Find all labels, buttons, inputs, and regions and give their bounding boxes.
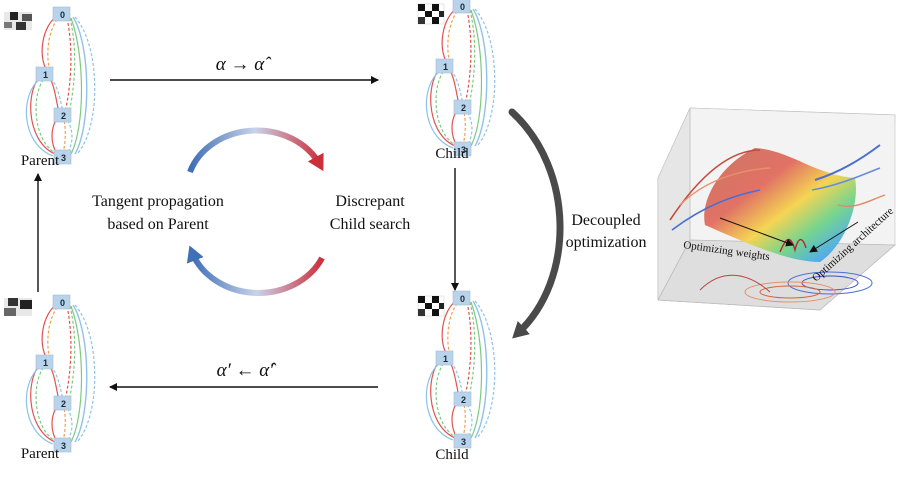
node-label: 3 bbox=[61, 441, 66, 451]
node-label: 0 bbox=[60, 298, 65, 308]
child-bottom-label: Child bbox=[435, 447, 469, 463]
node-label: 3 bbox=[461, 145, 466, 155]
parent-bottom-label: Parent bbox=[20, 446, 60, 462]
decoupled-line-1: Decoupled bbox=[571, 212, 641, 229]
decoupled-curve-arrow bbox=[508, 108, 564, 339]
tangent-line-1: Tangent propagation bbox=[92, 193, 224, 210]
node-label: 0 bbox=[460, 294, 465, 304]
discrepant-line-1: Discrepant bbox=[335, 193, 405, 210]
node-label: 3 bbox=[461, 437, 466, 447]
node-label: 2 bbox=[461, 395, 466, 405]
node-label: 1 bbox=[443, 62, 448, 72]
parent-bottom-icon bbox=[4, 298, 32, 316]
parent-cell-top: 0 1 2 3 bbox=[4, 6, 96, 165]
node-label: 2 bbox=[61, 111, 66, 121]
parent-top-label: Parent bbox=[20, 153, 60, 169]
node-label: 0 bbox=[460, 2, 465, 12]
child-cell-bottom: 0 1 2 3 bbox=[417, 290, 496, 449]
discrepant-line-2: Child search bbox=[329, 216, 411, 233]
discrepant-child-search-label: Discrepant Child search bbox=[310, 190, 430, 236]
tangent-line-2: based on Parent bbox=[107, 216, 209, 233]
cycle-arc-top bbox=[187, 127, 324, 174]
top-arrow-label: α → α̂ bbox=[215, 54, 265, 75]
node-label: 1 bbox=[43, 70, 48, 80]
decoupled-line-2: optimization bbox=[565, 234, 647, 251]
parent-top-icon bbox=[4, 12, 32, 30]
cycle-arc-bottom bbox=[186, 245, 325, 296]
node-label: 1 bbox=[443, 354, 448, 364]
node-label: 1 bbox=[43, 358, 48, 368]
child-cell-top: 0 1 2 3 bbox=[417, 0, 496, 157]
child-top-icon bbox=[417, 3, 445, 25]
tangent-propagation-label: Tangent propagation based on Parent bbox=[68, 190, 248, 236]
child-bottom-icon bbox=[417, 295, 445, 317]
loss-landscape-3d: Optimizing weights Optimizing architectu… bbox=[657, 107, 897, 311]
node-label: 3 bbox=[61, 153, 66, 163]
child-top-label: Child bbox=[435, 146, 469, 162]
node-label: 2 bbox=[461, 103, 466, 113]
parent-cell-bottom: 0 1 2 3 bbox=[4, 294, 96, 453]
node-label: 2 bbox=[61, 399, 66, 409]
decoupled-optimization-label: Decoupled optimization bbox=[558, 210, 654, 254]
bottom-arrow-label: α′ ← α̂′ bbox=[216, 360, 274, 381]
node-label: 0 bbox=[60, 10, 65, 20]
